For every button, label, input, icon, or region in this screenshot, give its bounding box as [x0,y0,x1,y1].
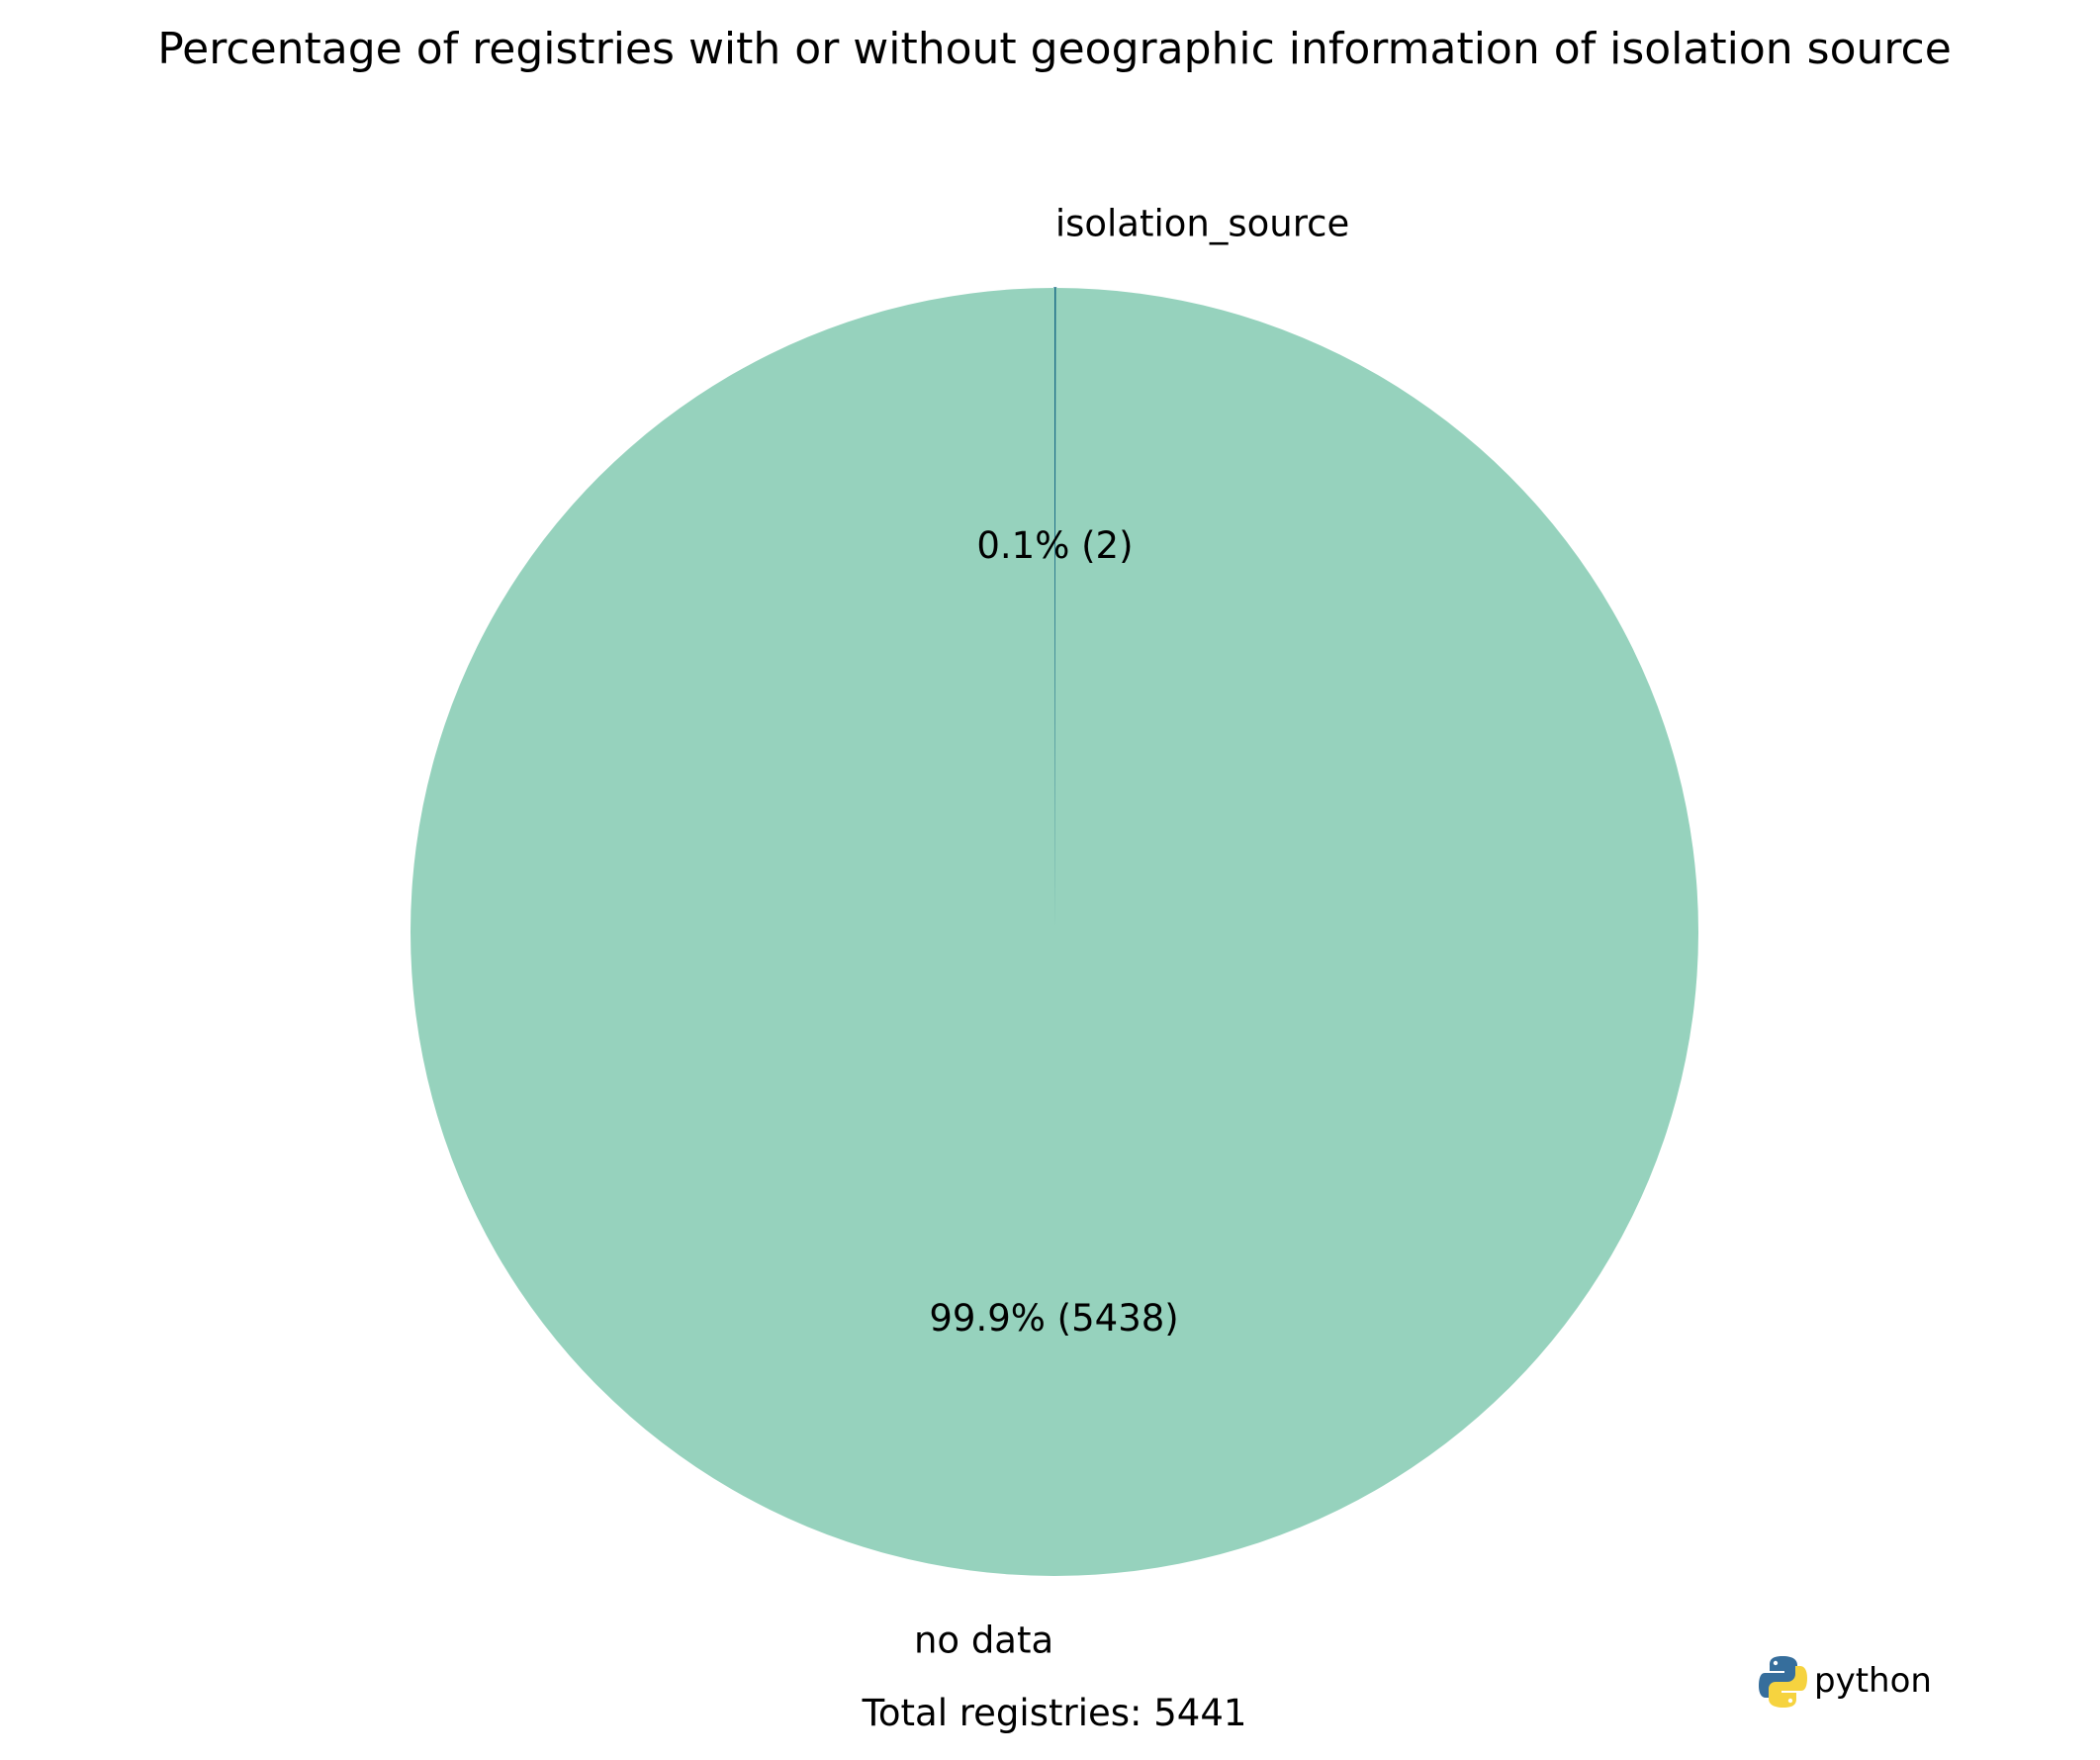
pie-slice-isolation-source [1053,287,1057,933]
pie-slice-no-data [411,288,1699,1576]
pie-slices [411,287,1699,1576]
python-logo: python [1759,1656,1932,1708]
slice-pct-label-isolation-source: 0.1% (2) [976,524,1133,567]
pie-labels: isolation_source 0.1% (2) no data 99.9% (54… [914,202,1349,1661]
slice-label-no-data: no data [914,1620,1053,1662]
chart-title: Percentage of registries with or without… [157,24,1952,74]
slice-label-isolation-source: isolation_source [1055,202,1349,244]
slice-pct-label-no-data: 99.9% (5438) [929,1297,1178,1340]
python-icon [1759,1656,1807,1708]
python-logo-text: python [1814,1661,1932,1701]
total-registries-footer: Total registries: 5441 [862,1692,1247,1734]
